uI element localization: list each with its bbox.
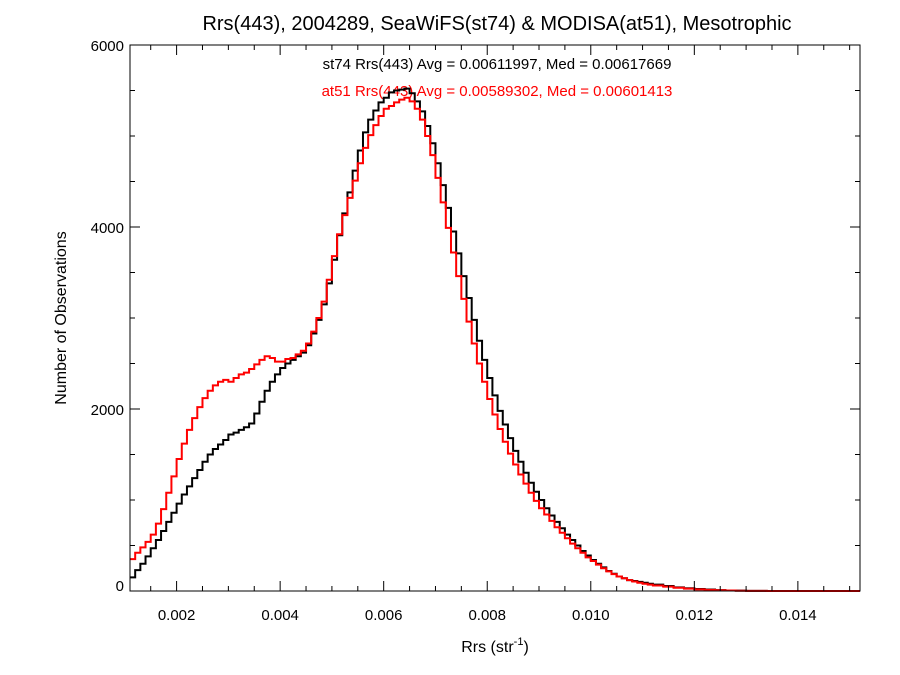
at51-histogram-line [130,96,860,592]
chart-title: Rrs(443), 2004289, SeaWiFS(st74) & MODIS… [202,13,791,35]
y-tick-label: 6000 [91,38,124,55]
y-axis-label: Number of Observations [53,231,70,404]
x-tick-label: 0.012 [676,607,714,624]
y-tick-label: 0 [116,578,124,595]
x-tick-label: 0.008 [468,607,506,624]
x-axis-label-main: Rrs (str [461,639,514,656]
ticks-layer: 0.002 0.004 0.006 0.008 0.010 0.012 0.014 0 2000… [91,38,860,624]
x-tick-label: 0.014 [779,607,817,624]
at51-stats-annotation: at51 Rrs(443) Avg = 0.00589302, Med = 0.… [322,83,673,100]
plot-frame [129,44,861,592]
series-layer [130,87,860,592]
x-tick-label: 0.004 [261,607,299,624]
st74-histogram-line [130,87,860,592]
st74-stats-annotation: st74 Rrs(443) Avg = 0.00611997, Med = 0.… [323,56,672,73]
x-axis-label: Rrs (str-1) [461,636,529,656]
y-tick-label: 2000 [91,402,124,419]
x-axis-label-close: ) [523,639,528,656]
x-tick-label: 0.010 [572,607,610,624]
x-tick-label: 0.002 [158,607,196,624]
y-tick-label: 4000 [91,220,124,237]
x-tick-label: 0.006 [365,607,403,624]
x-axis-label-superscript: -1 [514,636,524,648]
